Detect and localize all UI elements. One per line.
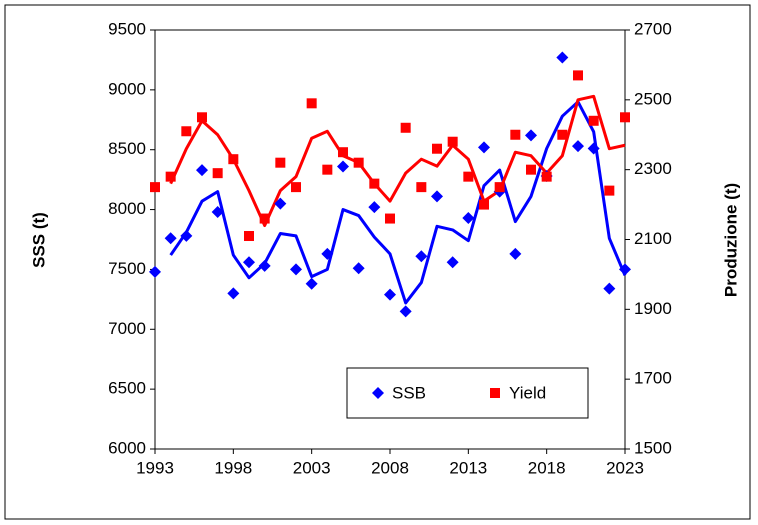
square-marker [322, 164, 333, 175]
square-marker [369, 178, 380, 189]
diamond-marker [290, 263, 302, 276]
square-marker [447, 136, 458, 147]
square-marker [212, 168, 223, 179]
square-marker [228, 154, 239, 165]
square-marker [432, 143, 442, 154]
x-tick-label: 2008 [371, 458, 409, 477]
square-marker [338, 147, 348, 158]
square-marker [306, 98, 317, 109]
square-marker [604, 185, 615, 196]
x-tick-label: 2018 [528, 458, 566, 477]
y-tick-label: 8000 [108, 199, 146, 218]
square-marker [526, 164, 536, 175]
legend-label: Yield [509, 383, 546, 402]
line [169, 94, 626, 228]
diamond-marker [274, 197, 287, 210]
y-tick-label: 9500 [108, 19, 146, 38]
y2-tick-label: 2500 [634, 89, 672, 108]
x-tick-label: 2023 [606, 458, 644, 477]
diamond-marker [258, 259, 271, 272]
diamond-marker [619, 263, 631, 276]
x-tick-label: 2003 [293, 458, 331, 477]
square-marker [510, 129, 521, 140]
square-marker [244, 231, 254, 242]
diamond-marker [572, 140, 584, 153]
diamond-marker [227, 287, 240, 300]
y-tick-label: 6000 [108, 438, 146, 457]
square-marker [165, 171, 176, 182]
y2-tick-label: 1700 [634, 369, 672, 388]
diamond-marker [556, 51, 569, 64]
square-marker [291, 182, 301, 193]
square-marker [573, 70, 583, 81]
diamond-marker [352, 262, 365, 275]
y2-tick-label: 2100 [634, 229, 672, 248]
y2-tick-label: 2700 [634, 19, 672, 38]
diamond-marker [211, 205, 224, 218]
square-marker [620, 112, 630, 123]
legend-label: SSB [392, 383, 426, 402]
diamond-marker [478, 141, 490, 154]
x-tick-label: 2013 [449, 458, 487, 477]
diamond-marker [164, 232, 177, 245]
y-tick-label: 8500 [108, 139, 146, 158]
diamond-marker [243, 256, 255, 269]
diamond-marker [525, 129, 537, 142]
diamond-marker [431, 190, 443, 203]
diamond-marker [415, 250, 428, 263]
y-tick-label: 9000 [108, 79, 146, 98]
diamond-marker [384, 288, 396, 301]
square-marker [588, 115, 599, 126]
y-axis-label: SSS (t) [29, 212, 48, 268]
line [169, 100, 627, 305]
square-marker [385, 213, 395, 224]
diamond-marker [149, 265, 161, 278]
square-marker [416, 182, 427, 193]
y2-tick-label: 1900 [634, 299, 672, 318]
square-marker [400, 122, 411, 133]
x-tick-label: 1993 [136, 458, 174, 477]
diamond-marker [321, 247, 334, 260]
square-marker [181, 126, 192, 137]
square-marker [150, 182, 160, 193]
y2-tick-label: 1500 [634, 438, 672, 457]
square-marker [494, 182, 505, 193]
y2-tick-label: 2300 [634, 159, 672, 178]
legend-box [346, 367, 589, 419]
y-tick-label: 7000 [108, 319, 146, 338]
square-marker [275, 157, 286, 168]
diamond-marker [196, 164, 208, 177]
diamond-marker [372, 387, 384, 399]
square-marker [259, 213, 270, 224]
square-marker [541, 171, 552, 182]
square-marker [490, 388, 500, 398]
diamond-marker [337, 160, 349, 173]
y2-axis-label: Produzione (t) [721, 183, 740, 297]
square-marker [197, 112, 207, 123]
x-tick-label: 1998 [214, 458, 252, 477]
diamond-marker [305, 277, 318, 290]
square-marker [463, 171, 474, 182]
square-marker [557, 129, 568, 140]
square-marker [353, 157, 364, 168]
diamond-marker [587, 142, 600, 155]
y-tick-label: 6500 [108, 379, 146, 398]
diamond-marker [399, 305, 412, 318]
square-marker [479, 199, 489, 210]
diamond-marker [509, 247, 522, 260]
diamond-marker [462, 211, 475, 224]
diamond-marker [368, 201, 381, 214]
y-tick-label: 7500 [108, 259, 146, 278]
diamond-marker [446, 256, 459, 269]
diamond-marker [180, 229, 193, 242]
diamond-marker [603, 282, 616, 295]
